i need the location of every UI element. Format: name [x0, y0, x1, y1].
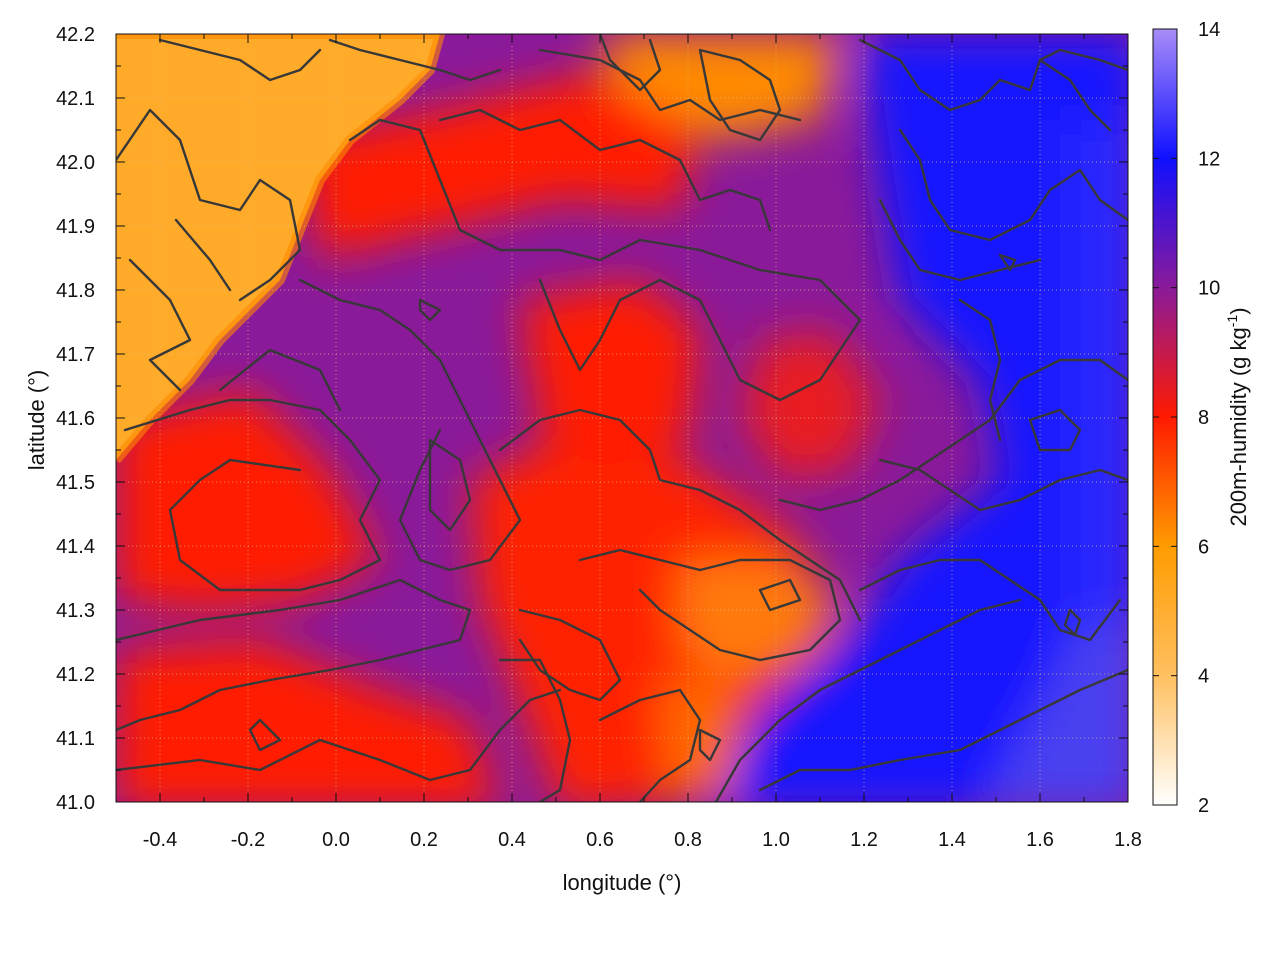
contour-line — [898, 128, 1128, 242]
colorbar-label-main: 200m-humidity (g kg — [1226, 327, 1251, 526]
colorbar: 2 4 6 8 10 12 14 — [1152, 19, 1220, 817]
orange-north — [600, 34, 840, 140]
contour-line — [578, 548, 842, 662]
contour-line — [858, 38, 1128, 112]
x-tick-label: -0.2 — [231, 829, 265, 851]
x-axis: -0.4 -0.2 0.0 0.2 0.4 0.6 0.8 1.0 1.2 1.4 1.6 1.8 — [115, 34, 1142, 851]
contour-line — [123, 398, 382, 592]
y-axis-label: latitude (°) — [24, 370, 49, 471]
contour-line — [438, 108, 772, 232]
contour-line — [878, 198, 1042, 282]
dry-red-west — [116, 390, 380, 610]
violet-sea-patch — [984, 620, 1128, 802]
contour-line — [248, 718, 282, 752]
contour-line — [348, 118, 862, 322]
dry-red-east — [740, 330, 880, 480]
contour-line — [998, 253, 1017, 272]
contour-line — [538, 278, 862, 402]
colorbar-tick-label: 6 — [1198, 536, 1209, 558]
dry-red-north — [300, 70, 700, 260]
y-axis: 41.0 41.1 41.2 41.3 41.4 41.5 41.6 41.7 41.8 41.9… — [56, 24, 1128, 814]
contour-line — [598, 34, 662, 92]
moist-sea-region — [723, 34, 1128, 802]
colorbar-tick-label: 10 — [1198, 278, 1220, 300]
x-tick-label: -0.4 — [143, 829, 177, 851]
contour-line — [518, 608, 622, 702]
x-tick-label: 0.8 — [674, 829, 702, 851]
contour-line — [538, 48, 802, 122]
contour-line — [714, 598, 1022, 802]
contour-line — [298, 278, 522, 572]
dry-red-south-central — [470, 420, 830, 802]
contour-line — [116, 578, 472, 732]
contour-line — [1038, 58, 1112, 132]
x-tick-label: 1.4 — [938, 829, 966, 851]
contour-line — [418, 298, 442, 322]
x-tick-label: 1.2 — [850, 829, 878, 851]
colorbar-label: 200m-humidity (g kg-1) — [1224, 307, 1251, 526]
y-tick-label: 41.3 — [56, 600, 95, 622]
dry-red-center — [520, 280, 700, 470]
x-tick-label: 0.6 — [586, 829, 614, 851]
contour-line — [328, 38, 502, 82]
colorbar-label-close: ) — [1226, 307, 1251, 314]
y-tick-label: 41.6 — [56, 408, 95, 430]
colorbar-tick-label: 8 — [1198, 407, 1209, 429]
contour-line — [498, 658, 572, 802]
x-axis-label: longitude (°) — [563, 870, 682, 895]
contour-line — [116, 108, 302, 302]
contour-line — [958, 298, 1002, 442]
x-tick-label: 1.6 — [1026, 829, 1054, 851]
colorbar-tick-label: 2 — [1198, 795, 1209, 817]
y-tick-label: 41.5 — [56, 472, 95, 494]
y-tick-label: 41.2 — [56, 664, 95, 686]
contour-line — [498, 408, 862, 622]
x-tick-label: 0.0 — [322, 829, 350, 851]
contour-line — [758, 578, 802, 612]
contour-line — [116, 688, 562, 782]
contour-line — [218, 348, 342, 412]
contour-line — [758, 668, 1128, 792]
colorbar-tick-label: 4 — [1198, 666, 1209, 688]
y-tick-label: 41.0 — [56, 792, 95, 814]
contour-line — [858, 558, 1122, 642]
humidity-field — [116, 34, 1128, 802]
colorbar-label-superscript: -1 — [1224, 315, 1240, 328]
x-tick-label: 0.2 — [410, 829, 438, 851]
dry-orange-edge — [116, 34, 446, 464]
contour-line — [128, 258, 192, 392]
contour-line — [698, 728, 722, 762]
y-tick-label: 42.0 — [56, 152, 95, 174]
y-tick-label: 42.2 — [56, 24, 95, 46]
contour-line — [698, 48, 782, 142]
contour-line — [174, 218, 232, 292]
contour-lines — [116, 34, 1128, 802]
contour-line — [778, 358, 1128, 512]
x-tick-label: 1.0 — [762, 829, 790, 851]
y-tick-label: 41.9 — [56, 216, 95, 238]
contour-line — [1028, 408, 1082, 452]
contour-line — [1063, 608, 1082, 637]
colorbar-ticks: 2 4 6 8 10 12 14 — [1153, 19, 1220, 817]
y-tick-label: 41.8 — [56, 280, 95, 302]
moist-band-mid — [1060, 120, 1128, 700]
contour-line — [878, 458, 1128, 512]
y-tick-label: 41.1 — [56, 728, 95, 750]
colorbar-tick-label: 14 — [1198, 19, 1220, 41]
grid — [116, 34, 1128, 802]
x-tick-label: 0.4 — [498, 829, 526, 851]
contour-line — [428, 438, 472, 532]
y-tick-label: 41.7 — [56, 344, 95, 366]
y-tick-label: 42.1 — [56, 88, 95, 110]
colorbar-tick-label: 12 — [1198, 148, 1220, 170]
x-tick-label: 1.8 — [1114, 829, 1142, 851]
contour-line — [158, 38, 322, 82]
contour-line — [598, 688, 702, 802]
y-tick-label: 41.4 — [56, 536, 95, 558]
